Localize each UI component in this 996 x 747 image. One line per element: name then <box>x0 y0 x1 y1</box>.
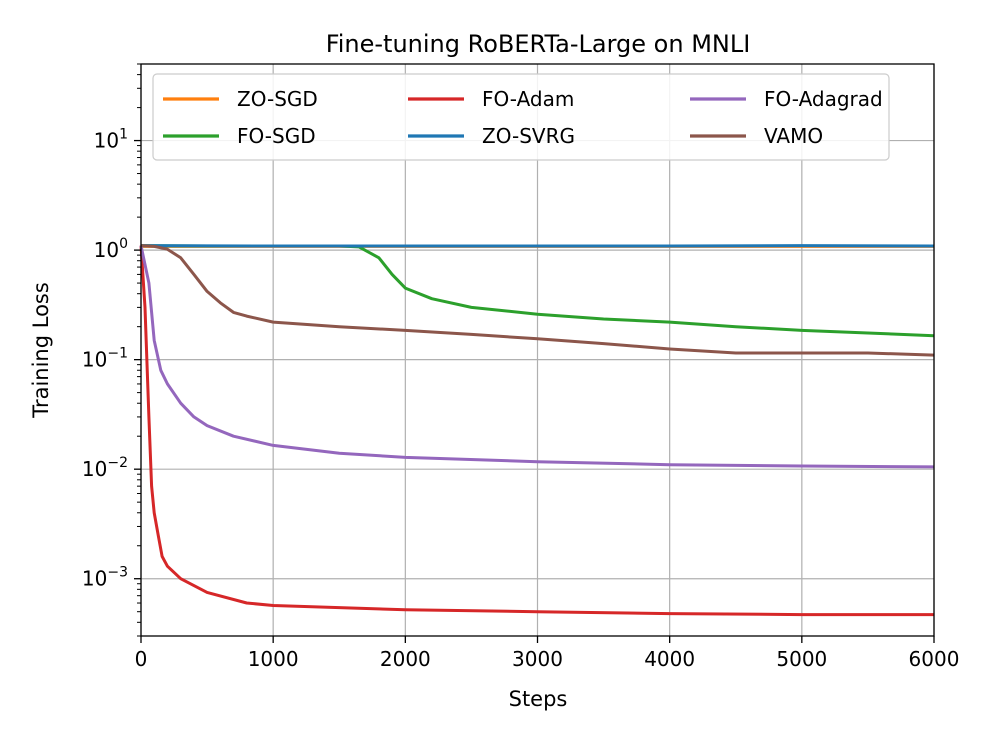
legend-box <box>152 73 890 161</box>
legend-label-fo-adam: FO-Adam <box>482 87 574 111</box>
y-tick-label: 100 <box>94 236 128 262</box>
legend-label-zo-svrg: ZO-SVRG <box>482 124 575 148</box>
y-tick-label: 10−3 <box>82 565 128 591</box>
x-tick-label: 3000 <box>512 647 563 671</box>
legend: ZO-SGD FO-SGD FO-Adam ZO-SVRG FO-Adagrad VAMO <box>152 73 890 161</box>
chart-title: Fine-tuning RoBERTa-Large on MNLI <box>326 30 751 58</box>
x-tick-label: 0 <box>135 647 148 671</box>
y-tick-label: 101 <box>94 127 128 153</box>
x-axis-label: Steps <box>509 687 568 711</box>
series-line-fo-adagrad <box>139 245 935 469</box>
x-tick-label: 1000 <box>248 647 299 671</box>
legend-label-fo-sgd: FO-SGD <box>237 124 316 148</box>
x-tick-label: 2000 <box>380 647 431 671</box>
y-tick-label: 10−1 <box>82 346 128 372</box>
x-tick-label: 5000 <box>776 647 827 671</box>
y-tick-label: 10−2 <box>82 455 128 481</box>
series-line-vamo <box>140 244 935 357</box>
series-line-fo-adam <box>139 245 934 617</box>
y-axis-label: Training Loss <box>29 282 53 419</box>
series-lines <box>139 244 935 617</box>
axis-ticks: 0 1000 2000 3000 4000 5000 6000 10−3 10−2 10−1 100… <box>82 63 960 671</box>
legend-label-fo-adagrad: FO-Adagrad <box>764 87 883 111</box>
x-tick-label: 4000 <box>644 647 695 671</box>
x-tick-label: 6000 <box>909 647 960 671</box>
legend-label-zo-sgd: ZO-SGD <box>237 87 318 111</box>
legend-label-vamo: VAMO <box>764 124 823 148</box>
